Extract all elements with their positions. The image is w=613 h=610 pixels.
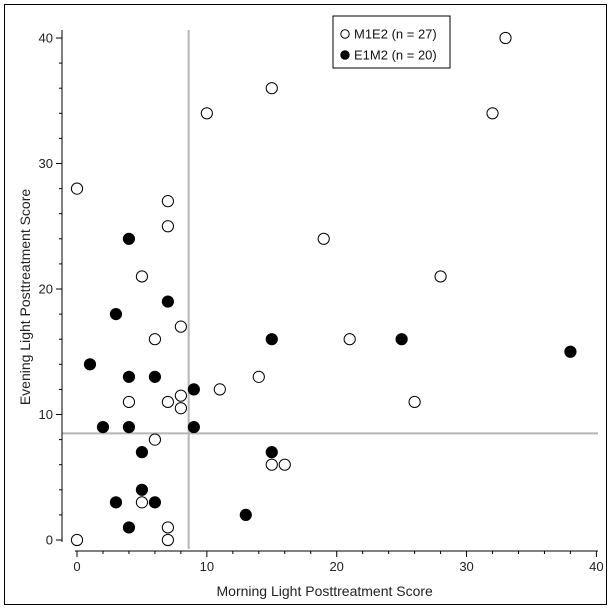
m1e2-point bbox=[174, 320, 187, 333]
reference-lines bbox=[62, 30, 598, 549]
m1e2-point bbox=[70, 533, 84, 547]
m1e2-point bbox=[161, 533, 174, 547]
m1e2-point bbox=[486, 107, 499, 120]
m1e2-point bbox=[135, 496, 149, 509]
m1e2-point bbox=[265, 458, 278, 471]
e1m2-point bbox=[96, 420, 110, 434]
legend-label-m1e2: M1E2 (n = 27) bbox=[354, 27, 437, 42]
legend-label-e1m2: E1M2 (n = 20) bbox=[354, 48, 437, 63]
m1e2-point bbox=[161, 220, 174, 233]
e1m2-point bbox=[564, 345, 577, 358]
m1e2-point bbox=[213, 383, 226, 396]
x-tick-label: 20 bbox=[329, 559, 343, 574]
x-tick-label: 40 bbox=[589, 559, 603, 574]
x-axis-label: Morning Light Posttreatment Score bbox=[217, 583, 434, 599]
e1m2-point bbox=[148, 496, 162, 509]
m1e2-point bbox=[70, 182, 84, 195]
e1m2-point bbox=[83, 358, 97, 371]
y-tick-label: 30 bbox=[39, 156, 53, 171]
axes: 0 10 20 30 40 0 10 20 30 40 bbox=[39, 30, 604, 574]
y-tick-label: 20 bbox=[39, 282, 53, 297]
e1m2-point bbox=[395, 333, 408, 346]
m1e2-point bbox=[434, 270, 447, 283]
m1e2-point bbox=[161, 195, 174, 208]
x-tick-label: 0 bbox=[73, 559, 80, 574]
m1e2-point bbox=[408, 395, 421, 409]
m1e2-point bbox=[135, 270, 149, 283]
e1m2-point bbox=[161, 295, 174, 308]
e1m2-point bbox=[122, 232, 136, 245]
m1e2-point bbox=[317, 232, 330, 245]
y-tick-label: 10 bbox=[39, 407, 53, 422]
x-tick-label: 30 bbox=[459, 559, 473, 574]
e1m2-point bbox=[109, 496, 123, 509]
m1e2-point bbox=[265, 82, 278, 95]
e1m2-point bbox=[187, 420, 200, 434]
legend-marker-e1m2 bbox=[340, 50, 350, 60]
m1e2-point bbox=[499, 31, 512, 45]
y-axis-label: Evening Light Posttreatment Score bbox=[17, 189, 33, 406]
legend: M1E2 (n = 27) E1M2 (n = 20) bbox=[332, 15, 451, 69]
m1e2-point bbox=[174, 389, 187, 402]
e1m2-point bbox=[122, 420, 136, 434]
m1e2-point bbox=[122, 395, 136, 409]
legend-marker-m1e2 bbox=[340, 29, 350, 39]
chart-frame bbox=[4, 4, 607, 605]
legend-box bbox=[332, 15, 451, 69]
m1e2-point bbox=[252, 370, 265, 383]
m1e2-point bbox=[200, 107, 213, 120]
y-tick-label: 0 bbox=[46, 533, 53, 548]
e1m2-point bbox=[135, 483, 149, 496]
x-tick-label: 10 bbox=[200, 559, 214, 574]
m1e2-point bbox=[343, 333, 356, 346]
e1m2-point bbox=[239, 508, 252, 522]
e1m2-point bbox=[265, 446, 278, 459]
e1m2-point bbox=[265, 333, 278, 346]
e1m2-point bbox=[122, 521, 136, 534]
data-points bbox=[70, 31, 577, 547]
m1e2-point bbox=[148, 333, 162, 346]
m1e2-point bbox=[161, 395, 174, 409]
y-tick-label: 40 bbox=[39, 31, 53, 46]
e1m2-point bbox=[148, 370, 162, 383]
e1m2-point bbox=[135, 446, 149, 459]
m1e2-point bbox=[161, 521, 174, 534]
e1m2-point bbox=[122, 370, 136, 383]
m1e2-point bbox=[148, 433, 162, 446]
e1m2-point bbox=[187, 383, 200, 396]
m1e2-point bbox=[174, 402, 187, 415]
e1m2-point bbox=[109, 308, 123, 321]
m1e2-point bbox=[278, 458, 291, 471]
